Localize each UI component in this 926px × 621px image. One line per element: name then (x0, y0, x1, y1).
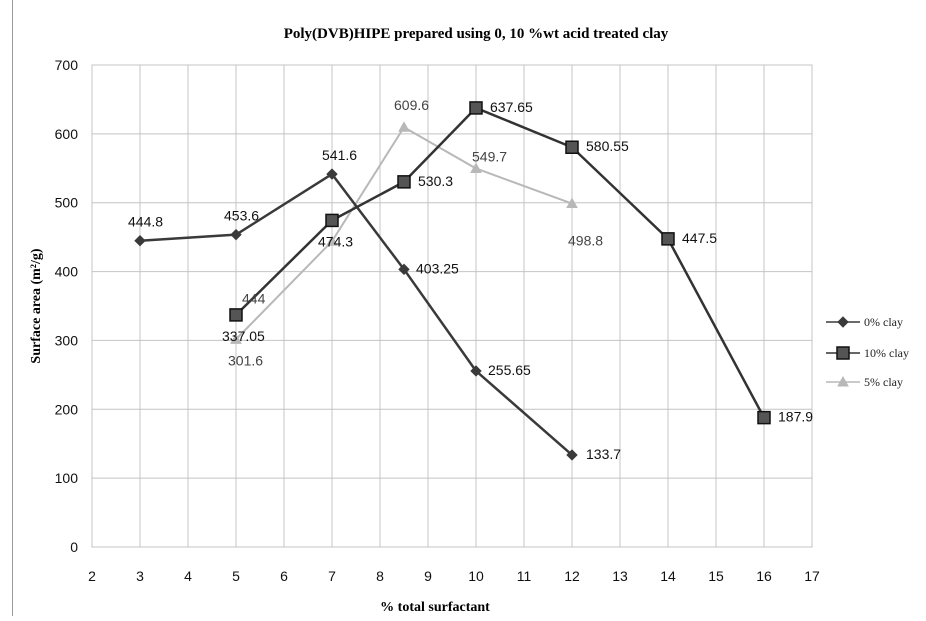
legend-label: 5% clay (864, 375, 903, 389)
grid-lines (91, 64, 813, 548)
legend-swatch-marker (837, 375, 849, 387)
chart-title: Poly(DVB)HIPE prepared using 0, 10 %wt a… (284, 26, 669, 42)
data-label: 498.8 (568, 233, 603, 249)
data-point (230, 228, 242, 241)
x-tick-label: 14 (660, 568, 676, 584)
legend-item: 5% clay (826, 375, 903, 389)
series-10-clay (229, 101, 771, 425)
data-point (398, 121, 410, 132)
y-tick-label: 300 (55, 332, 79, 348)
legend-swatch-marker (837, 316, 849, 328)
x-tick-label: 7 (328, 568, 336, 584)
y-tick-label: 700 (55, 57, 79, 73)
data-point (470, 162, 482, 173)
data-label: 403.25 (416, 260, 459, 276)
data-label: 444.8 (128, 214, 163, 230)
data-point (398, 263, 410, 276)
x-tick-label: 15 (708, 568, 724, 584)
data-point (326, 235, 338, 246)
legend-label: 10% clay (864, 346, 909, 360)
data-point (470, 365, 482, 377)
series-line (139, 172, 573, 456)
x-tick-label: 3 (136, 568, 144, 584)
data-label: 337.05 (222, 328, 265, 344)
legend-label: 0% clay (864, 315, 903, 329)
data-label: 474.3 (318, 233, 353, 249)
x-tick-label: 5 (232, 568, 240, 584)
data-labels: 301.6 444 609.6 549.7 498.8 444.8 453.6 541.6 40… (128, 97, 813, 462)
data-label: 530.3 (418, 173, 453, 189)
series-lines (134, 101, 771, 461)
legend-item: 0% clay (826, 315, 903, 329)
data-label: 133.7 (586, 446, 621, 462)
data-label: 453.6 (224, 208, 259, 224)
x-tick-label: 10 (468, 568, 484, 584)
data-label: 301.6 (228, 352, 263, 368)
series-0-clay (134, 168, 578, 461)
x-tick-label: 12 (564, 568, 580, 584)
x-tick-label: 8 (376, 568, 384, 584)
data-point (326, 168, 338, 180)
series-line (235, 126, 573, 341)
data-label: 447.5 (682, 230, 717, 246)
y-tick-label: 600 (55, 126, 79, 142)
series-5-clay (230, 121, 578, 344)
legend: 0% clay 10% clay 5% clay (826, 315, 909, 389)
tick-labels: 2 3 4 5 6 7 8 9 10 11 12 13 14 15 16 17 0 100 200 300 400 500… (55, 57, 820, 584)
data-label: 609.6 (394, 97, 429, 113)
data-label: 444 (242, 290, 266, 306)
page-edge-rule (12, 0, 13, 616)
data-label: 637.65 (490, 99, 533, 115)
x-tick-label: 13 (612, 568, 628, 584)
data-label: 580.55 (586, 138, 629, 154)
y-tick-label: 100 (55, 470, 79, 486)
legend-item: 10% clay (826, 346, 909, 360)
y-tick-label: 200 (55, 401, 79, 417)
x-tick-label: 16 (756, 568, 772, 584)
x-tick-label: 2 (88, 568, 96, 584)
data-point (230, 333, 242, 344)
data-point (134, 235, 146, 247)
data-label: 549.7 (472, 148, 507, 164)
data-point (566, 449, 578, 461)
y-axis-title: Surface area (m²/g) (29, 248, 44, 363)
data-point (566, 197, 578, 209)
data-point (757, 410, 771, 425)
data-point (469, 101, 483, 115)
data-label: 255.65 (488, 362, 531, 378)
data-label: 187.9 (778, 409, 813, 425)
x-tick-label: 6 (280, 568, 288, 584)
x-tick-label: 11 (517, 568, 532, 584)
data-point (565, 140, 579, 154)
legend-swatch-marker (836, 346, 850, 360)
data-point (661, 232, 675, 246)
y-tick-label: 500 (55, 195, 79, 211)
data-point (325, 213, 339, 228)
x-tick-label: 17 (804, 568, 820, 584)
data-label: 541.6 (322, 147, 357, 163)
x-tick-label: 9 (424, 568, 432, 584)
data-point (397, 175, 411, 189)
x-axis-title: % total surfactant (380, 600, 490, 615)
x-tick-label: 4 (184, 568, 192, 584)
data-point (229, 308, 243, 322)
y-tick-label: 0 (70, 539, 78, 555)
y-tick-label: 400 (55, 264, 79, 280)
